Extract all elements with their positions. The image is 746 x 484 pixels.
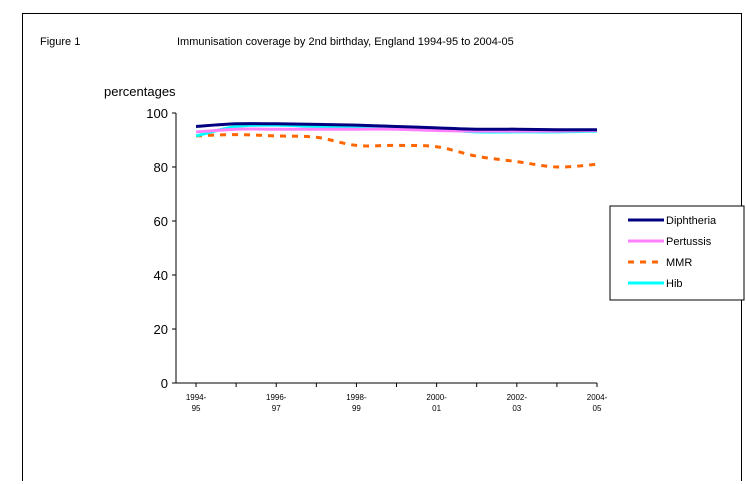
y-tick-label: 60 xyxy=(154,214,168,229)
y-axis-label: percentages xyxy=(104,84,176,99)
x-tick-label: 1994- xyxy=(186,393,207,402)
x-tick-label: 2004- xyxy=(587,393,608,402)
legend-label-mmr: MMR xyxy=(666,257,692,269)
x-tick-label: 95 xyxy=(192,404,201,413)
series-line-diphtheria xyxy=(195,122,598,132)
x-tick-label: 01 xyxy=(432,404,441,413)
x-tick-label: 1998- xyxy=(346,393,367,402)
x-tick-label: 1996- xyxy=(266,393,287,402)
legend-label-diphtheria: Diphtheria xyxy=(666,215,717,227)
y-tick-label: 40 xyxy=(154,268,168,283)
figure-label: Figure 1 xyxy=(40,36,81,48)
y-tick-label: 100 xyxy=(146,106,168,121)
x-tick-label: 97 xyxy=(272,404,281,413)
x-tick-label: 2000- xyxy=(426,393,447,402)
series-line-pertussis xyxy=(195,127,598,134)
figure-title: Immunisation coverage by 2nd birthday, E… xyxy=(177,36,514,48)
y-tick-label: 0 xyxy=(161,376,168,391)
x-tick-label: 03 xyxy=(512,404,521,413)
x-tick-label: 99 xyxy=(352,404,361,413)
legend-label-hib: Hib xyxy=(666,278,683,290)
legend-label-pertussis: Pertussis xyxy=(666,236,712,248)
y-tick-label: 20 xyxy=(154,322,168,337)
series-line-mmr xyxy=(195,133,598,169)
x-tick-label: 05 xyxy=(593,404,602,413)
y-tick-label: 80 xyxy=(154,160,168,175)
x-tick-label: 2002- xyxy=(507,393,528,402)
